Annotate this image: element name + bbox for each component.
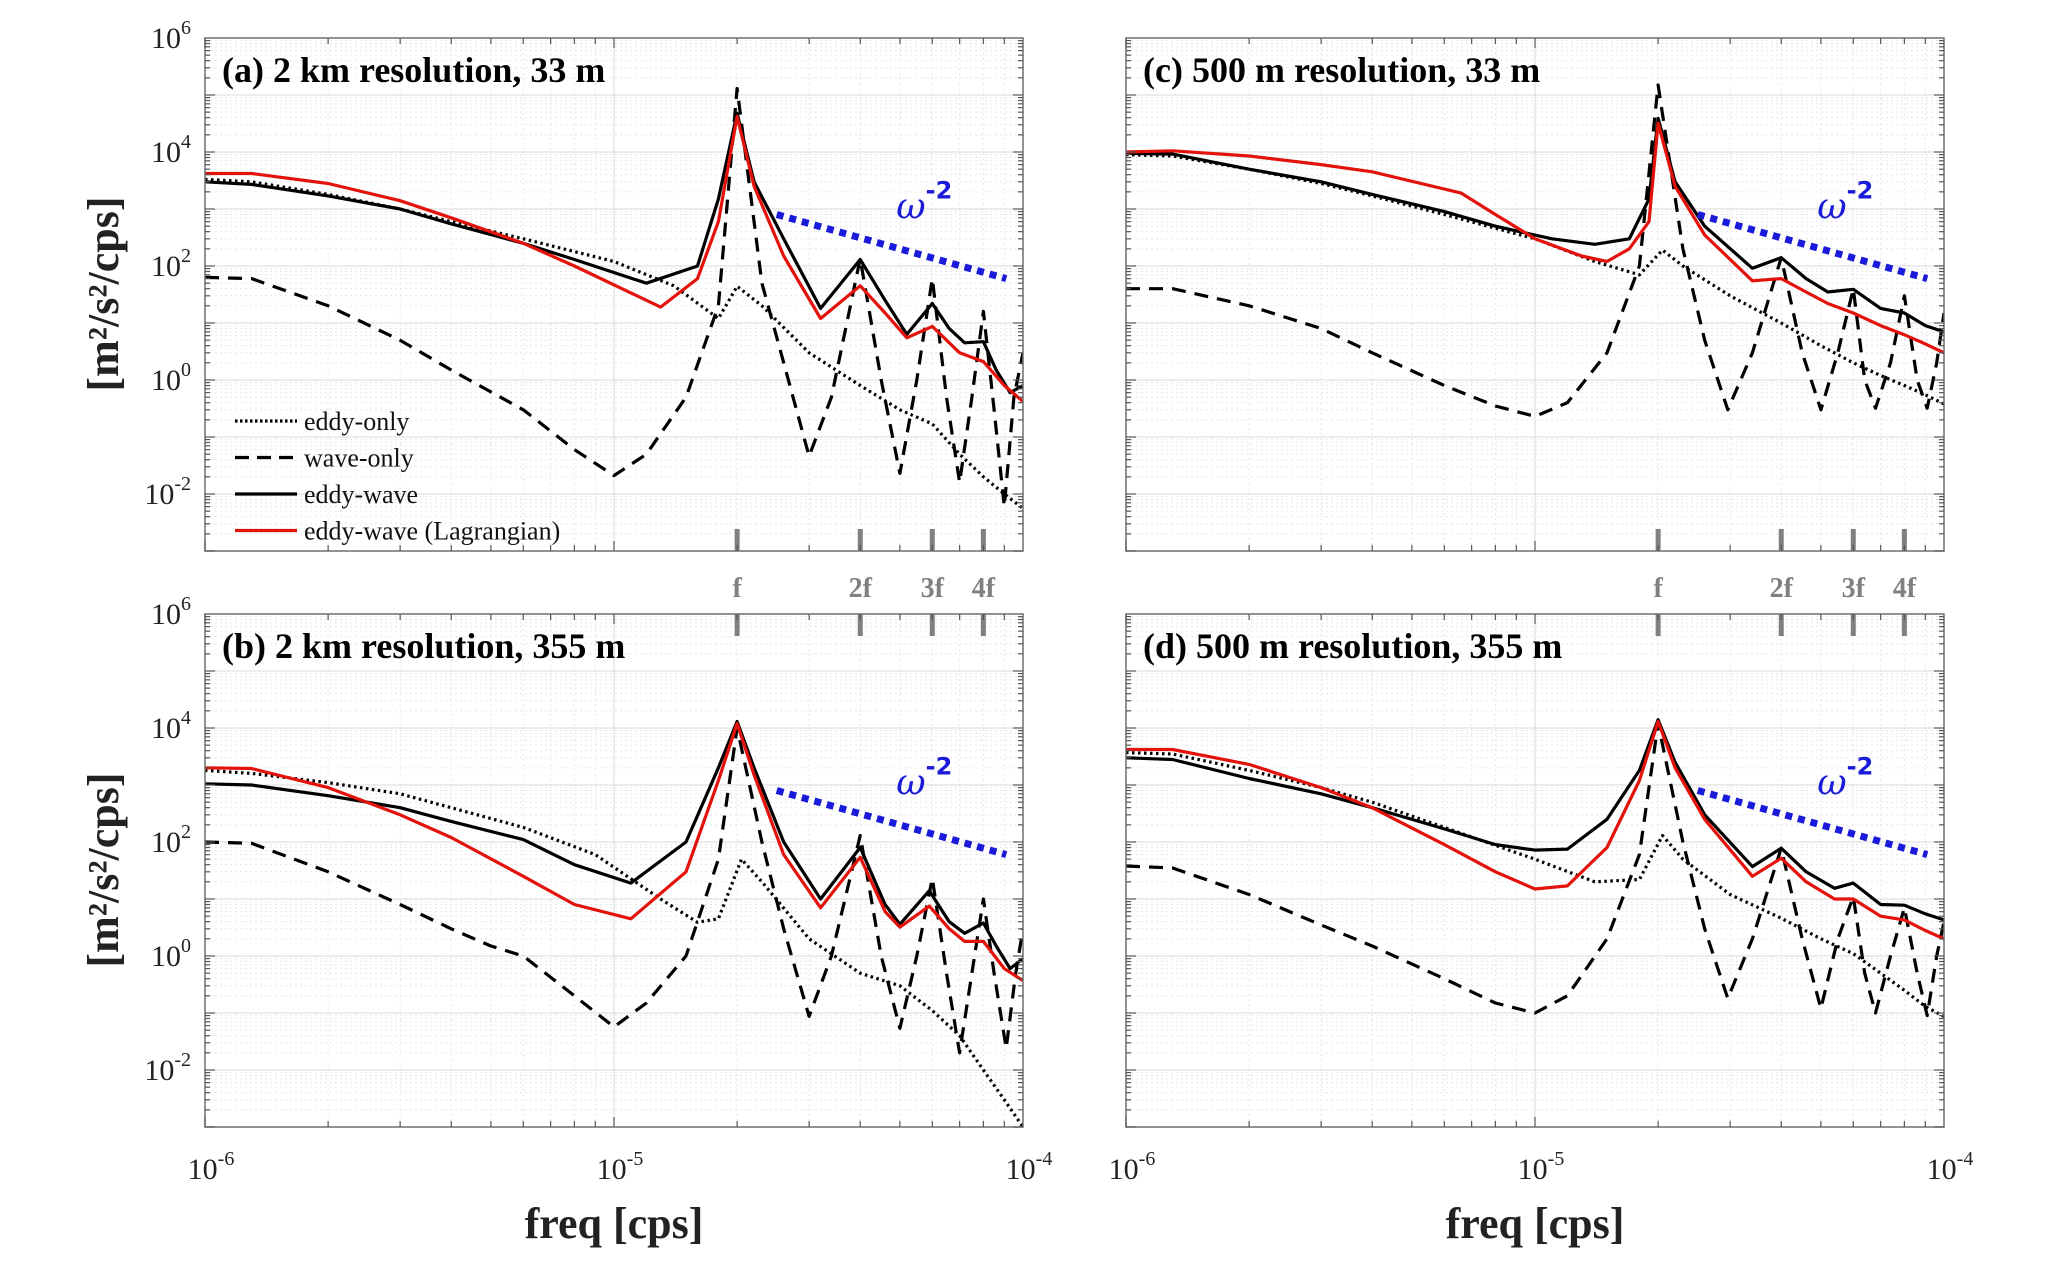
panel-title: (a) 2 km resolution, 33 m: [222, 50, 605, 90]
x-axis-label-left: freq [cps]: [525, 1199, 704, 1248]
panel-title: (d) 500 m resolution, 355 m: [1143, 626, 1562, 666]
series-eddy-wave-lagrangian: [205, 721, 1023, 982]
harmonic-label-f: f: [1653, 573, 1663, 604]
y-tick-label: 106: [151, 17, 191, 55]
legend-label: eddy-only: [304, 407, 409, 436]
harmonic-label-2f: 2f: [1770, 573, 1794, 604]
x-tick-label: 10-6: [188, 1148, 235, 1186]
x-tick-label: 10-4: [1927, 1148, 1974, 1186]
panel-c: f 2f 3f 4f ω-2 (c) 500 m resolution, 33 m: [1125, 37, 1945, 604]
harmonic-label-4f: 4f: [972, 573, 996, 604]
panel-title: (b) 2 km resolution, 355 m: [222, 626, 625, 666]
x-axis-label-right: freq [cps]: [1446, 1199, 1625, 1248]
harmonic-label-3f: 3f: [1842, 573, 1866, 604]
omega-minus-2-reference-line: [1696, 787, 1929, 859]
legend-label: eddy-wave: [304, 480, 418, 509]
series-eddy-wave: [205, 719, 1023, 971]
series-group: [205, 719, 1023, 1127]
series-eddy-wave: [1126, 718, 1944, 922]
harmonic-markers: f 2f 3f 4f: [1653, 529, 1917, 604]
legend-label: wave-only: [304, 444, 414, 473]
x-tick-label: 10-5: [597, 1148, 644, 1186]
y-tick-label: 104: [151, 131, 191, 169]
harmonic-markers: f 2f 3f 4f: [732, 529, 996, 604]
omega-minus-2-label: ω-2: [1817, 177, 1873, 228]
panel-a: f 2f 3f 4f ω-2 106 104 102 100 10-2 (a) 2 km resol…: [144, 17, 1024, 604]
series-eddy-wave: [1126, 116, 1944, 334]
harmonic-label-f: f: [732, 573, 742, 604]
tick-marks: [204, 614, 1023, 1128]
grid: [204, 614, 1023, 1128]
grid: [1125, 38, 1944, 552]
series-group: [1126, 718, 1944, 1018]
series-group: [205, 86, 1023, 510]
y-axis-label-top: [m²/s²/cps]: [79, 196, 128, 391]
y-tick-label: 102: [151, 245, 191, 283]
omega-minus-2-reference-line: [1696, 211, 1929, 283]
harmonic-label-3f: 3f: [921, 573, 945, 604]
tick-marks: [204, 38, 1023, 552]
omega-minus-2-label: ω-2: [896, 177, 952, 228]
y-tick-label: 100: [151, 359, 191, 397]
harmonic-label-2f: 2f: [849, 573, 873, 604]
y-tick-label: 106: [151, 593, 191, 631]
series-group: [1126, 83, 1944, 418]
legend: eddy-only wave-only eddy-wave eddy-wave (La…: [235, 407, 560, 546]
legend-label: eddy-wave (Lagrangian): [304, 517, 560, 546]
x-tick-label: 10-4: [1006, 1148, 1053, 1186]
x-tick-label: 10-5: [1518, 1148, 1565, 1186]
y-tick-label: 102: [151, 821, 191, 859]
y-tick-label: 104: [151, 707, 191, 745]
series-eddy-wave-lagrangian: [1126, 719, 1944, 941]
panel-title: (c) 500 m resolution, 33 m: [1143, 50, 1540, 90]
y-axis-label-bottom: [m²/s²/cps]: [79, 772, 128, 967]
series-wave-only: [205, 726, 1023, 1055]
series-eddy-only: [205, 768, 1023, 1127]
tick-marks: [1125, 614, 1944, 1128]
y-tick-label: 10-2: [144, 1049, 191, 1087]
harmonic-label-4f: 4f: [1893, 573, 1917, 604]
series-eddy-wave-lagrangian: [205, 114, 1023, 403]
series-wave-only: [1126, 83, 1944, 418]
grid: [1125, 614, 1944, 1128]
tick-marks: [1125, 38, 1944, 552]
omega-minus-2-reference-line: [775, 211, 1008, 283]
panel-d: ω-2 10-6 10-5 10-4 (d) 500 m resolution, 355…: [1109, 613, 1974, 1186]
omega-minus-2-label: ω-2: [1817, 753, 1873, 804]
grid: [204, 38, 1023, 552]
omega-minus-2-reference-line: [775, 787, 1008, 859]
series-eddy-wave-lagrangian: [1126, 121, 1944, 355]
series-wave-only: [1126, 721, 1944, 1018]
omega-minus-2-label: ω-2: [896, 753, 952, 804]
y-tick-label: 10-2: [144, 473, 191, 511]
panel-b: ω-2 106 104 102 100 10-2 10-6 10-5 10-4 (b) 2 km …: [144, 593, 1052, 1186]
series-eddy-wave: [205, 111, 1023, 395]
y-tick-label: 100: [151, 935, 191, 973]
x-tick-label: 10-6: [1109, 1148, 1156, 1186]
